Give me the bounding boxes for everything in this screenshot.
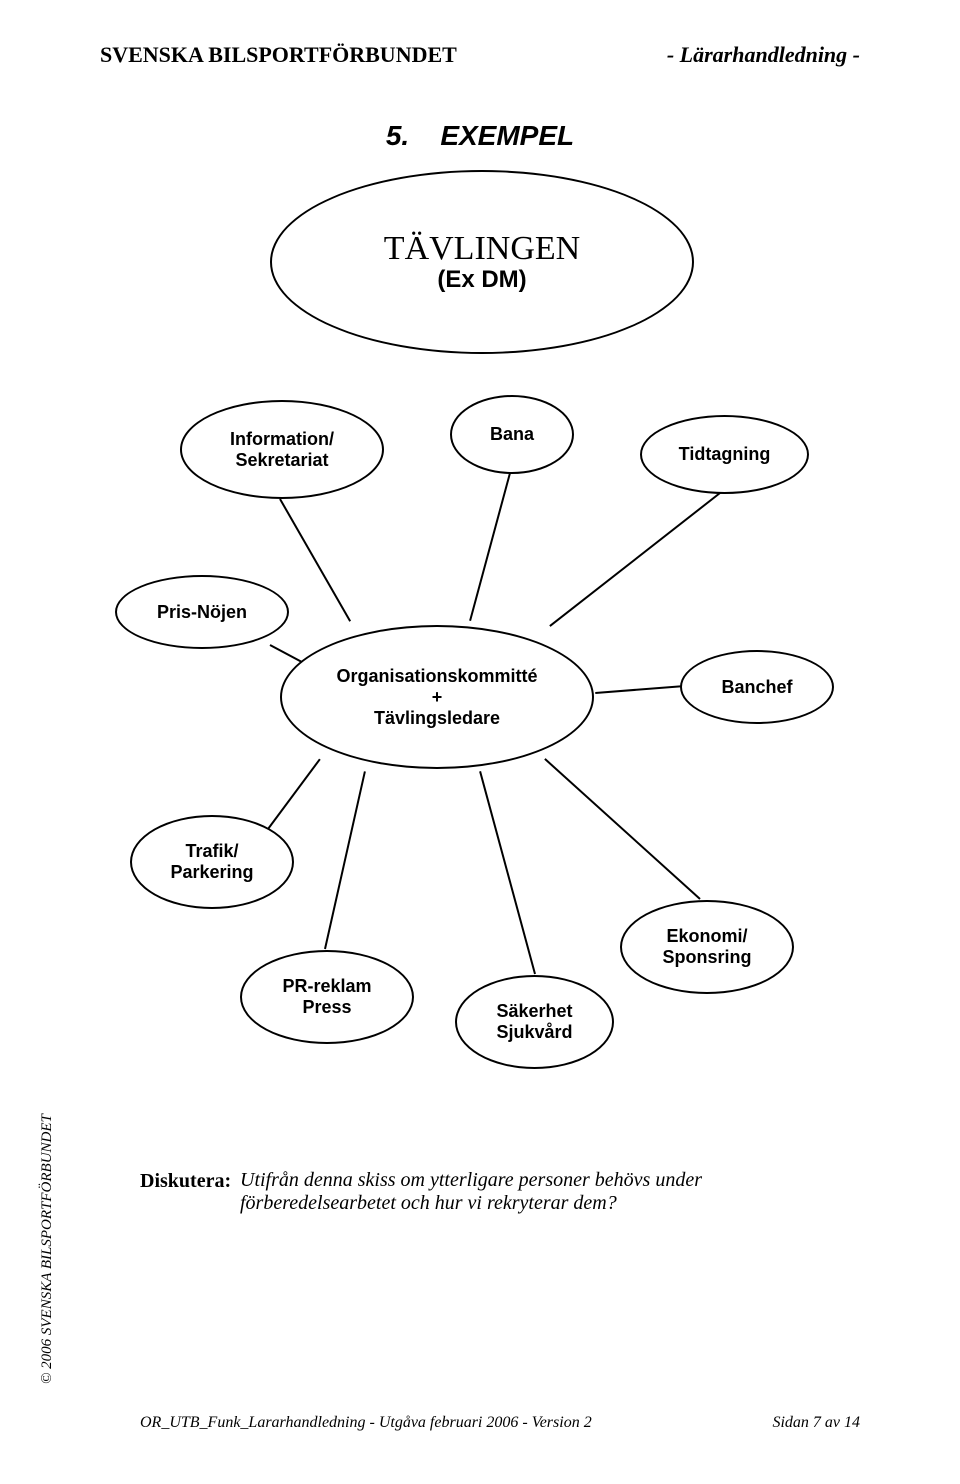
section-title: 5. EXEMPEL (0, 120, 960, 152)
node-main-line1: TÄVLINGEN (384, 230, 580, 268)
header-left: SVENSKA BILSPORTFÖRBUNDET (100, 42, 457, 68)
connector-6 (324, 771, 366, 949)
connector-4 (595, 685, 685, 694)
node-info: Information/Sekretariat (180, 400, 384, 499)
node-bana: Bana (450, 395, 574, 474)
node-info-line1: Information/ (230, 429, 334, 450)
node-org-line2: + (432, 687, 443, 708)
connector-7 (479, 771, 536, 975)
node-banchef: Banchef (680, 650, 834, 724)
node-org-line1: Organisationskommitté (336, 666, 537, 687)
node-bana-line1: Bana (490, 424, 534, 445)
connector-0 (279, 499, 351, 622)
node-info-line2: Sekretariat (235, 450, 328, 471)
node-sakerhet: SäkerhetSjukvård (455, 975, 614, 1069)
node-trafik-line1: Trafik/ (185, 841, 238, 862)
node-pr-line1: PR-reklam (282, 976, 371, 997)
node-trafik: Trafik/Parkering (130, 815, 294, 909)
node-pris-line1: Pris-Nöjen (157, 602, 247, 623)
section-name: EXEMPEL (440, 120, 574, 151)
node-pr-line2: Press (302, 997, 351, 1018)
section-number: 5. (386, 120, 409, 151)
node-pris: Pris-Nöjen (115, 575, 289, 649)
discuss-block: Diskutera: Utifrån denna skiss om ytterl… (140, 1170, 840, 1215)
connector-2 (549, 492, 720, 627)
node-main: TÄVLINGEN (Ex DM) (270, 170, 694, 354)
node-sakerhet-line2: Sjukvård (496, 1022, 572, 1043)
node-ekonomi: Ekonomi/Sponsring (620, 900, 794, 994)
connector-5 (267, 758, 321, 829)
node-tidtagning-line1: Tidtagning (679, 444, 771, 465)
node-sakerhet-line1: Säkerhet (496, 1001, 572, 1022)
connector-1 (469, 473, 511, 622)
header-right: - Lärarhandledning - (667, 42, 860, 68)
footer-left: OR_UTB_Funk_Lararhandledning - Utgåva fe… (140, 1414, 592, 1432)
node-main-line2: (Ex DM) (437, 266, 526, 294)
node-pr: PR-reklamPress (240, 950, 414, 1044)
node-trafik-line2: Parkering (170, 862, 253, 883)
side-copyright: © 2006 SVENSKA BILSPORTFÖRBUNDET (39, 1114, 56, 1384)
footer-right: Sidan 7 av 14 (772, 1414, 860, 1432)
node-ekonomi-line2: Sponsring (663, 947, 752, 968)
discuss-text: Utifrån denna skiss om ytterligare perso… (240, 1169, 840, 1215)
page-root: SVENSKA BILSPORTFÖRBUNDET - Lärarhandled… (0, 0, 960, 1484)
node-org: Organisationskommitté+Tävlingsledare (280, 625, 594, 769)
node-org-line3: Tävlingsledare (374, 708, 500, 729)
node-banchef-line1: Banchef (721, 677, 792, 698)
node-ekonomi-line1: Ekonomi/ (666, 926, 747, 947)
connector-8 (544, 758, 700, 899)
node-tidtagning: Tidtagning (640, 415, 809, 494)
